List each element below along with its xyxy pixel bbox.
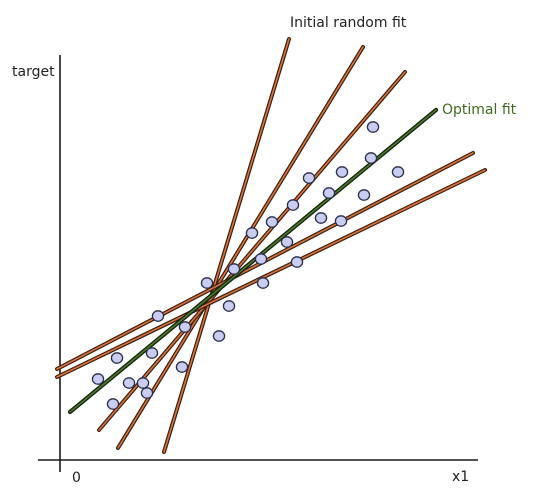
data-point	[110, 352, 124, 364]
data-point	[256, 277, 270, 289]
data-point	[254, 253, 268, 265]
x-axis-label: x1	[452, 469, 469, 485]
data-point	[178, 321, 192, 333]
data-point	[106, 398, 120, 410]
data-point	[136, 377, 150, 389]
data-point	[245, 227, 259, 239]
data-point	[290, 256, 304, 268]
data-point	[357, 189, 371, 201]
random-fit-line	[97, 70, 407, 432]
optimal-fit-label: Optimal fit	[442, 102, 517, 118]
data-point	[335, 166, 349, 178]
data-point	[280, 236, 294, 248]
data-point	[391, 166, 405, 178]
data-point	[334, 215, 348, 227]
data-point	[145, 347, 159, 359]
data-point	[302, 172, 316, 184]
data-point	[222, 300, 236, 312]
data-point	[265, 216, 279, 228]
y-axis-label: target	[12, 64, 55, 80]
data-point	[364, 152, 378, 164]
data-point	[140, 387, 154, 399]
data-point	[122, 377, 136, 389]
axes	[38, 55, 478, 472]
origin-label: 0	[72, 470, 81, 486]
random-fit-line	[116, 45, 365, 450]
data-point	[91, 373, 105, 385]
data-point	[322, 187, 336, 199]
data-points	[91, 121, 405, 410]
data-point	[314, 212, 328, 224]
data-point	[151, 310, 165, 322]
random-fit-line	[162, 37, 291, 454]
data-point	[227, 263, 241, 275]
data-point	[212, 330, 226, 342]
data-point	[175, 361, 189, 373]
data-point	[200, 277, 214, 289]
data-point	[286, 199, 300, 211]
random-fit-line	[55, 168, 487, 379]
data-point	[366, 121, 380, 133]
initial-fit-label: Initial random fit	[290, 15, 407, 31]
